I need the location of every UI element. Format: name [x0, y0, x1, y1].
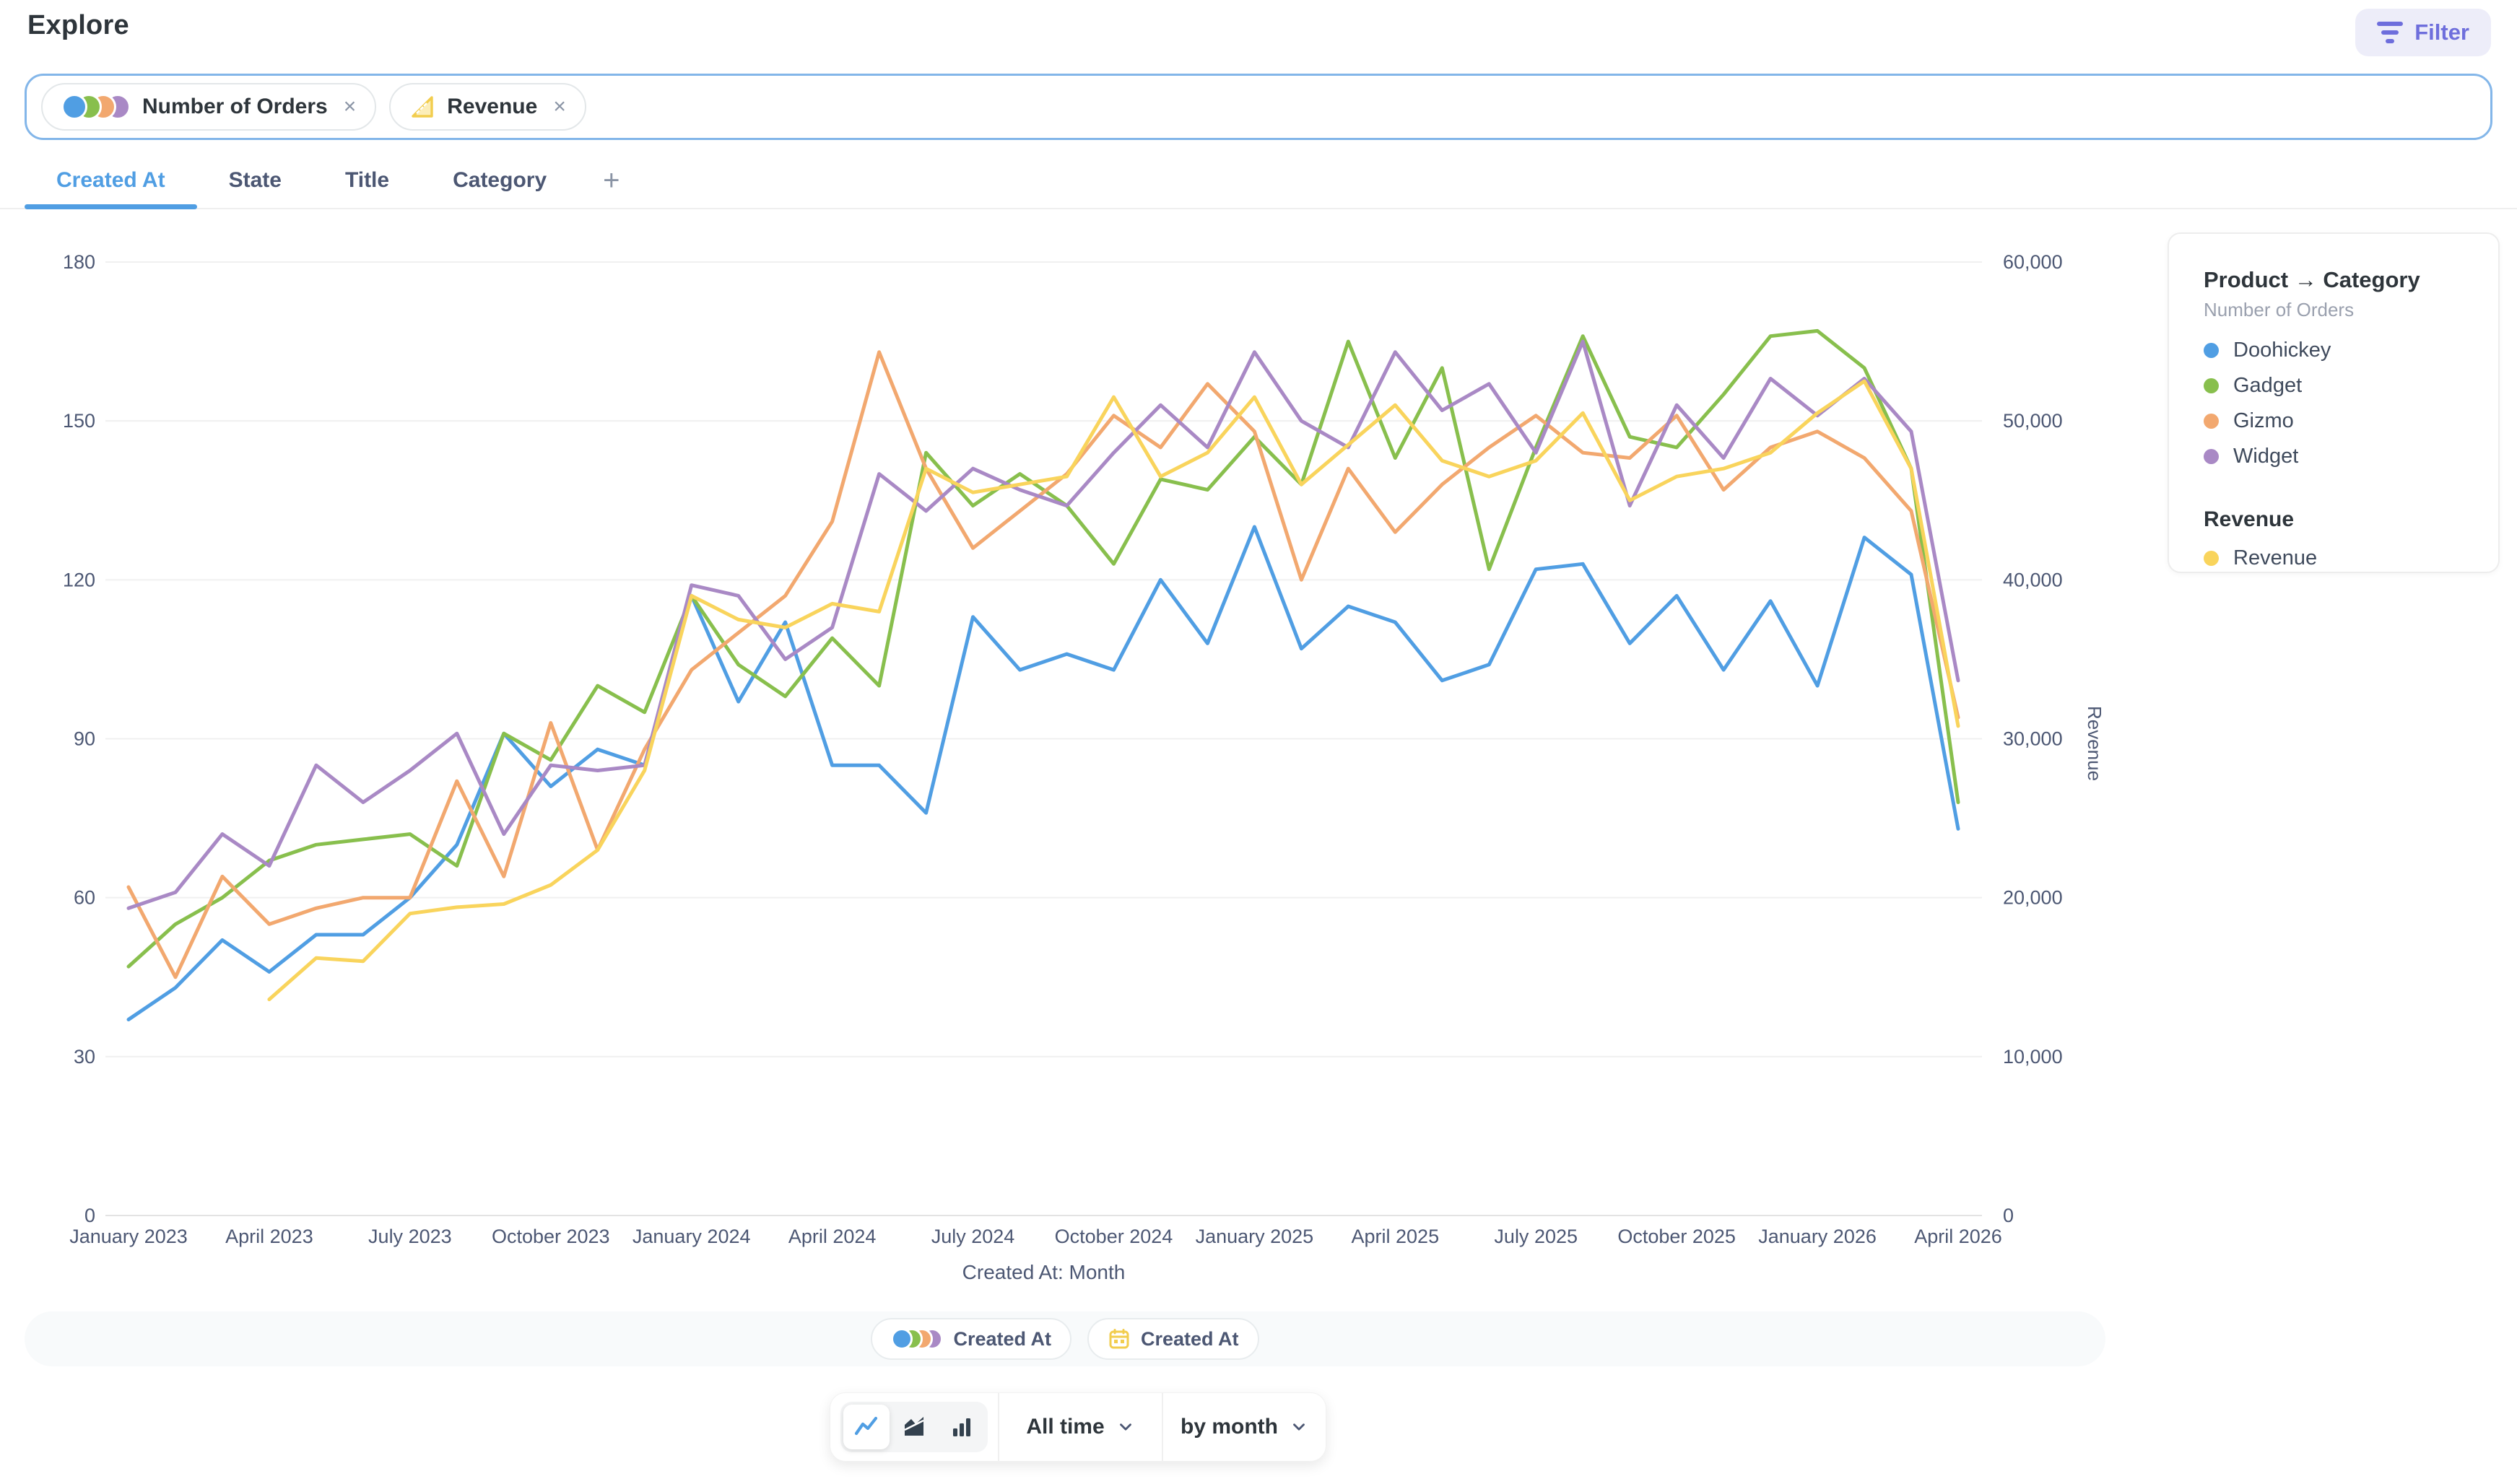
svg-text:50,000: 50,000 [2003, 410, 2063, 432]
svg-text:April 2026: April 2026 [1914, 1226, 2002, 1247]
metric-pill-label: Revenue [447, 95, 538, 118]
tabs-row: Created At State Title Category + [0, 153, 2517, 209]
bar-chart-icon [953, 1418, 970, 1436]
chip-label: Created At [953, 1327, 1051, 1350]
chart-area[interactable]: 0 30 60 90 120 150 180 0 10,000 20,000 30,000 40,00… [0, 238, 2137, 1292]
metric-pill-revenue[interactable]: Revenue × [389, 83, 586, 131]
svg-text:July 2024: July 2024 [931, 1226, 1015, 1247]
time-filter-label: All time [1026, 1415, 1105, 1439]
svg-text:150: 150 [63, 410, 95, 432]
svg-text:Revenue: Revenue [2084, 706, 2105, 781]
tab-category[interactable]: Category [453, 168, 547, 192]
svg-text:90: 90 [74, 728, 95, 750]
series-dot [2204, 378, 2219, 393]
svg-text:20,000: 20,000 [2003, 887, 2063, 909]
legend-items: Doohickey Gadget Gizmo Widget [2204, 339, 2477, 468]
legend-card: Product → Category Number of Orders Dooh… [2168, 232, 2500, 573]
chevron-down-icon [1293, 1423, 1305, 1431]
tab-created-at[interactable]: Created At [25, 153, 197, 209]
viz-toolbar: All time by month [830, 1392, 1326, 1462]
svg-text:30,000: 30,000 [2003, 728, 2063, 750]
legend-item-label: Widget [2233, 445, 2299, 468]
category-circles-icon [891, 1328, 944, 1350]
legend-title: Product → Category [2204, 267, 2420, 292]
toolbar-divider [998, 1393, 999, 1461]
remove-metric-icon[interactable]: × [343, 95, 357, 118]
svg-text:April 2024: April 2024 [788, 1226, 877, 1247]
svg-text:January 2025: January 2025 [1196, 1226, 1314, 1247]
metric-bar: Number of Orders × Revenue × [25, 74, 2492, 140]
series-dot [2204, 551, 2219, 566]
metric-pill-label: Number of Orders [142, 95, 328, 118]
series-dot [2204, 343, 2219, 358]
bar-chart-button[interactable] [939, 1405, 985, 1449]
line-chart[interactable]: 0 30 60 90 120 150 180 0 10,000 20,000 30,000 40,00… [0, 238, 2137, 1292]
add-tab-button[interactable]: + [603, 164, 620, 196]
svg-text:180: 180 [63, 251, 95, 273]
chip-label: Created At [1141, 1327, 1239, 1350]
svg-text:October 2025: October 2025 [1617, 1226, 1736, 1247]
legend-subtitle: Number of Orders [2204, 299, 2355, 320]
svg-text:October 2023: October 2023 [492, 1226, 610, 1247]
filter-button[interactable]: Filter [2355, 9, 2491, 56]
chart-type-switcher [830, 1393, 998, 1461]
line-chart-button[interactable] [843, 1405, 890, 1449]
legend-item-label: Revenue [2233, 546, 2318, 569]
category-circles-icon [61, 94, 131, 120]
granularity-label: by month [1181, 1415, 1278, 1439]
legend-item-gizmo[interactable]: Gizmo [2204, 409, 2477, 433]
legend-item-label: Gadget [2233, 374, 2303, 397]
filter-button-label: Filter [2414, 19, 2469, 45]
svg-text:April 2025: April 2025 [1352, 1226, 1440, 1247]
area-chart-button[interactable] [891, 1405, 937, 1449]
metric-pill-number-of-orders[interactable]: Number of Orders × [41, 83, 377, 131]
svg-text:July 2025: July 2025 [1494, 1226, 1578, 1247]
tab-state[interactable]: State [228, 168, 282, 192]
legend-item-doohickey[interactable]: Doohickey [2204, 339, 2477, 362]
svg-text:January 2024: January 2024 [632, 1226, 751, 1247]
toolbar-divider [1162, 1393, 1163, 1461]
series-dot [2204, 414, 2219, 429]
svg-text:30: 30 [74, 1046, 95, 1068]
svg-text:0: 0 [84, 1205, 95, 1226]
legend-item-label: Doohickey [2233, 339, 2331, 362]
remove-metric-icon[interactable]: × [553, 95, 566, 118]
chip-created-at-orders[interactable]: Created At [871, 1318, 1071, 1360]
time-filter-dropdown[interactable]: All time [999, 1393, 1162, 1461]
ruler-triangle-icon [412, 96, 433, 118]
svg-text:October 2024: October 2024 [1055, 1226, 1173, 1247]
svg-text:January 2023: January 2023 [69, 1226, 188, 1247]
granularity-dropdown[interactable]: by month [1163, 1393, 1326, 1461]
page-title: Explore [27, 10, 129, 40]
area-chart-icon [904, 1417, 924, 1436]
tabs: Created At State Title Category + [25, 153, 645, 209]
svg-text:60,000: 60,000 [2003, 251, 2063, 273]
legend-revenue-title: Revenue [2204, 507, 2295, 531]
legend-item-widget[interactable]: Widget [2204, 445, 2477, 468]
legend-item-gadget[interactable]: Gadget [2204, 374, 2477, 398]
svg-text:July 2023: July 2023 [368, 1226, 452, 1247]
chevron-down-icon [1119, 1423, 1131, 1431]
svg-text:120: 120 [63, 569, 95, 590]
svg-text:January 2026: January 2026 [1758, 1226, 1877, 1247]
calendar-icon [1109, 1329, 1129, 1349]
svg-text:10,000: 10,000 [2003, 1046, 2063, 1068]
svg-text:40,000: 40,000 [2003, 569, 2063, 590]
legend-item-label: Gizmo [2233, 409, 2294, 432]
svg-text:April 2023: April 2023 [225, 1226, 313, 1247]
svg-text:60: 60 [74, 887, 95, 909]
tab-title[interactable]: Title [344, 168, 390, 192]
footer-chips-bar: Created At Created At [25, 1311, 2105, 1366]
chip-created-at-revenue[interactable]: Created At [1087, 1318, 1259, 1360]
line-chart-icon [854, 1416, 878, 1436]
svg-text:Created At: Month: Created At: Month [962, 1261, 1126, 1283]
series-dot [2204, 449, 2219, 464]
svg-text:0: 0 [2003, 1205, 2014, 1226]
legend-item-revenue[interactable]: Revenue [2204, 546, 2477, 570]
filter-icon [2377, 22, 2404, 43]
